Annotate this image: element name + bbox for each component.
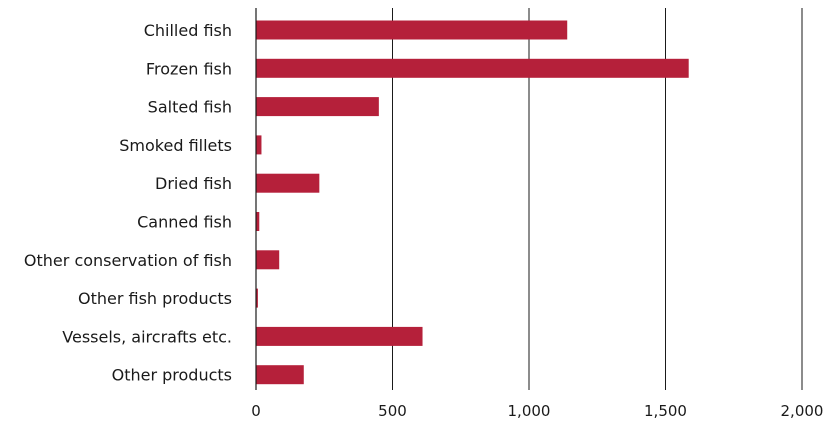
bar [256, 58, 689, 78]
bar [256, 288, 258, 308]
x-tick-label: 1,500 [644, 402, 687, 420]
category-label: Salted fish [148, 98, 232, 117]
category-label: Smoked fillets [119, 136, 232, 155]
category-label: Vessels, aircrafts etc. [62, 327, 232, 346]
x-tick-label: 1,000 [508, 402, 551, 420]
category-label: Other conservation of fish [24, 251, 232, 270]
category-label: Chilled fish [144, 21, 232, 40]
x-tick-labels: 0 500 1,000 1,500 2,000 [251, 402, 823, 420]
category-label: Frozen fish [146, 59, 232, 78]
category-label: Other fish products [78, 289, 232, 308]
x-tick-label: 2,000 [781, 402, 824, 420]
category-label: Other products [112, 366, 232, 385]
bar [256, 20, 568, 40]
x-tick-label: 500 [378, 402, 407, 420]
category-label: Dried fish [155, 174, 232, 193]
bars [256, 20, 689, 385]
bar [256, 212, 260, 231]
bar [256, 326, 423, 346]
bar [256, 97, 379, 117]
bar [256, 250, 280, 270]
x-tick-label: 0 [251, 402, 261, 420]
bar [256, 135, 262, 155]
category-label: Canned fish [137, 213, 232, 232]
bar [256, 173, 320, 193]
bar [256, 365, 304, 385]
category-labels: Chilled fish Frozen fish Salted fish Smoked… [24, 21, 232, 385]
